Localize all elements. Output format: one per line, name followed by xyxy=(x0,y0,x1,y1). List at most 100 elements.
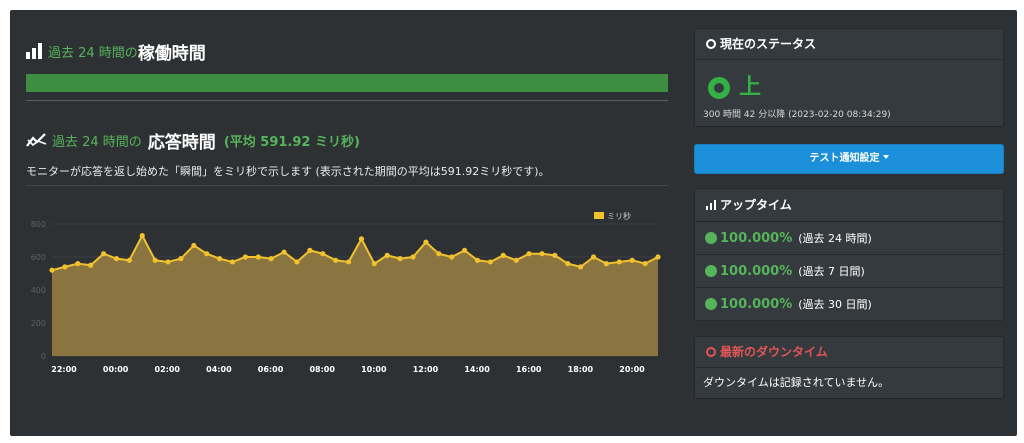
data-point xyxy=(320,251,326,257)
data-point xyxy=(333,257,339,263)
data-point xyxy=(152,257,158,263)
series-area xyxy=(52,235,658,356)
x-tick-label: 20:00 xyxy=(619,365,645,374)
data-point xyxy=(552,252,558,258)
uptime-heading-prefix: 過去 24 時間の xyxy=(48,45,138,61)
data-point xyxy=(204,251,210,257)
status-body: 上 300 時間 42 分以降 (2023-02-20 08:34:29) xyxy=(695,60,1003,126)
x-tick-label: 10:00 xyxy=(361,365,387,374)
downtime-message: ダウンタイムは記録されていません。 xyxy=(703,376,890,389)
dot-circle-icon xyxy=(706,347,716,357)
y-tick-label: 800 xyxy=(31,220,46,229)
divider xyxy=(26,100,668,101)
uptime-panel-title: アップタイム xyxy=(720,198,792,212)
legend-label: ミリ秒 xyxy=(607,211,631,221)
data-point xyxy=(449,254,455,260)
x-tick-label: 08:00 xyxy=(309,365,335,374)
data-point xyxy=(629,257,635,263)
data-point xyxy=(578,264,584,270)
certificate-icon xyxy=(706,266,716,276)
data-point xyxy=(75,261,81,267)
y-tick-label: 400 xyxy=(31,286,46,295)
legend-swatch xyxy=(594,212,604,219)
bar-chart-icon xyxy=(26,43,42,59)
x-tick-label: 12:00 xyxy=(413,365,439,374)
uptime-period: (過去 30 日間) xyxy=(798,298,872,311)
data-point xyxy=(88,262,94,268)
data-point xyxy=(268,256,274,262)
chart-divider xyxy=(26,185,668,186)
response-description: モニターが応答を返し始めた「瞬間」をミリ秒で示します (表示された期間の平均は5… xyxy=(26,165,550,178)
data-point xyxy=(590,254,597,260)
uptime-value: 100.000% xyxy=(720,297,793,312)
data-point xyxy=(500,252,506,258)
data-point xyxy=(487,259,493,265)
x-tick-label: 22:00 xyxy=(51,365,77,374)
downtime-panel-header: 最新のダウンタイム xyxy=(695,337,1003,368)
data-point xyxy=(358,236,365,242)
response-average: (平均 591.92 ミリ秒) xyxy=(223,134,360,150)
data-point xyxy=(255,254,261,260)
uptime-period: (過去 24 時間) xyxy=(798,232,872,245)
data-point xyxy=(371,261,377,267)
data-point xyxy=(655,254,661,260)
data-point xyxy=(242,254,249,260)
data-point xyxy=(616,259,622,265)
data-point xyxy=(281,249,287,255)
status-panel: 現在のステータス 上 300 時間 42 分以降 (2023-02-20 08:… xyxy=(694,28,1004,127)
x-tick-label: 02:00 xyxy=(155,365,181,374)
main-column: 過去 24 時間の 稼働時間 過去 24 時間の 応答時間 (平均 591.92… xyxy=(26,38,678,374)
data-point xyxy=(384,252,390,258)
bar-chart-icon xyxy=(706,200,718,210)
data-point xyxy=(139,232,145,239)
x-tick-label: 18:00 xyxy=(568,365,594,374)
data-point xyxy=(397,256,403,262)
response-heading-title: 応答時間 xyxy=(147,132,216,153)
data-point xyxy=(423,239,429,245)
data-point xyxy=(62,264,68,270)
data-point xyxy=(436,251,442,257)
test-notification-label: テスト通知設定 xyxy=(809,153,880,164)
uptime-row: 100.000% (過去 24 時間) xyxy=(695,221,1003,254)
status-ring-icon xyxy=(708,77,730,99)
data-point xyxy=(294,259,300,265)
data-point xyxy=(49,267,55,273)
line-chart-icon xyxy=(26,133,47,147)
status-panel-header: 現在のステータス xyxy=(695,29,1003,60)
x-tick-label: 04:00 xyxy=(206,365,232,374)
x-tick-label: 00:00 xyxy=(103,365,129,374)
x-tick-label: 16:00 xyxy=(516,365,542,374)
data-point xyxy=(126,257,132,263)
uptime-value: 100.000% xyxy=(720,231,793,246)
data-point xyxy=(165,259,171,265)
data-point xyxy=(217,256,223,262)
caret-down-icon xyxy=(882,155,889,159)
uptime-value: 100.000% xyxy=(720,264,793,279)
uptime-heading: 過去 24 時間の 稼働時間 xyxy=(26,38,678,64)
uptime-panel-header: アップタイム xyxy=(695,189,1003,221)
data-point xyxy=(474,257,481,263)
response-time-chart: 0 200 400 600 800 22:00 00:00 02:00 04:00 06:00 08… xyxy=(31,211,661,374)
status-value: 上 xyxy=(739,75,762,100)
dot-circle-icon xyxy=(706,39,716,49)
data-point xyxy=(229,259,236,265)
data-point xyxy=(307,247,313,253)
downtime-panel: 最新のダウンタイム ダウンタイムは記録されていません。 xyxy=(694,336,1004,399)
data-point xyxy=(461,247,468,253)
status-panel-title: 現在のステータス xyxy=(720,37,817,51)
data-point xyxy=(100,251,107,257)
certificate-icon xyxy=(706,233,716,243)
y-tick-label: 600 xyxy=(31,253,46,262)
uptime-heading-title: 稼働時間 xyxy=(137,43,206,64)
data-point xyxy=(526,251,532,257)
status-page: 過去 24 時間の 稼働時間 過去 24 時間の 応答時間 (平均 591.92… xyxy=(10,10,1017,436)
certificate-icon xyxy=(706,299,716,309)
uptime-period: (過去 7 日間) xyxy=(798,265,865,278)
data-point xyxy=(191,242,197,249)
data-point xyxy=(539,251,545,257)
data-point xyxy=(513,257,519,263)
test-notification-button[interactable]: テスト通知設定 xyxy=(694,144,1004,174)
data-point xyxy=(178,256,184,262)
uptime-row: 100.000% (過去 30 日間) xyxy=(695,287,1003,320)
response-heading-prefix: 過去 24 時間の xyxy=(52,134,142,150)
